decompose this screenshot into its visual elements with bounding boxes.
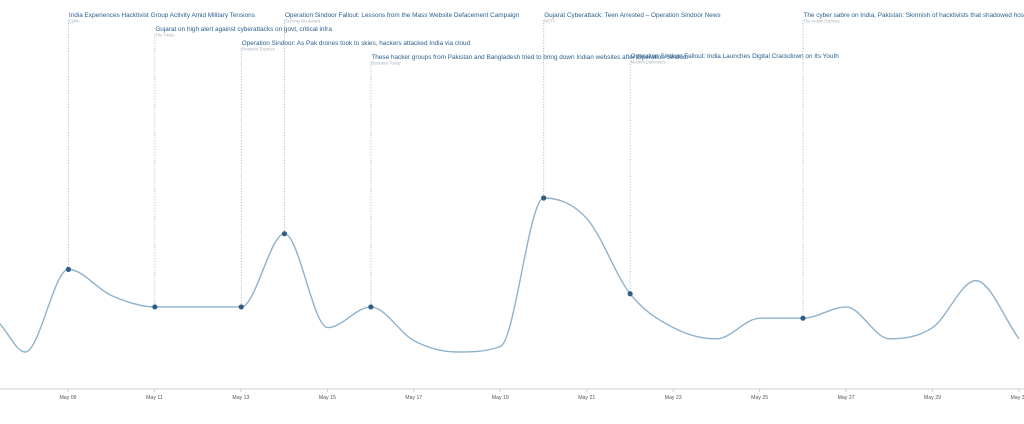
annotation-source: Business Today <box>371 61 401 66</box>
x-tick-label: May 23 <box>665 395 682 401</box>
annotation-title[interactable]: The cyber sabre on India, Pakistan: Skir… <box>803 12 1024 19</box>
x-tick-label: May 27 <box>838 395 855 401</box>
annotation-title[interactable]: These hacker groups from Pakistan and Ba… <box>371 54 689 61</box>
annotation-source: Security Boulevard <box>285 19 321 24</box>
annotation-title[interactable]: Operation Sindoor Fallout: Lessons from … <box>285 12 520 19</box>
data-point-marker[interactable] <box>65 266 72 272</box>
x-tick-label: May 13 <box>232 395 249 401</box>
annotation-source: Modern Diplomacy <box>631 60 667 65</box>
data-point-marker[interactable] <box>368 304 374 310</box>
annotation-source: The Indian Express <box>803 19 839 24</box>
data-markers <box>65 195 806 321</box>
data-point-marker[interactable] <box>627 291 633 297</box>
data-point-marker[interactable] <box>238 304 244 310</box>
data-point-marker[interactable] <box>281 231 288 237</box>
x-tick-label: May 09 <box>59 395 76 401</box>
annotation-source: Cyble <box>69 19 80 24</box>
annotation-source: The Hindu <box>155 33 175 38</box>
x-tick-label: May 21 <box>578 395 595 401</box>
annotation-source: NDTV <box>544 19 556 24</box>
annotation-title[interactable]: Operation Sindoor: As Pak drones took to… <box>242 40 471 47</box>
annotation-title[interactable]: Gujarat Cyberattack: Teen Arrested – Ope… <box>544 12 720 19</box>
data-point-marker[interactable] <box>800 315 806 321</box>
annotation-source: Financial Express <box>242 47 275 52</box>
series-line <box>0 197 1020 353</box>
x-tick-label: May 29 <box>924 395 941 401</box>
x-tick-label: May 31 <box>1010 395 1024 401</box>
x-tick-label: May 11 <box>146 395 163 401</box>
x-tick-label: May 25 <box>751 395 768 401</box>
x-axis-ticks: May 09 May 11 May 13 May 15 May 17 May 19 May … <box>59 389 1024 401</box>
x-tick-label: May 15 <box>319 395 336 401</box>
x-tick-label: May 19 <box>492 395 509 401</box>
annotation-labels: India Experiences Hacktivist Group Activ… <box>69 12 1024 66</box>
annotation-title[interactable]: Operation Sindoor Fallout: India Launche… <box>631 53 840 60</box>
annotation-title[interactable]: Gujarat on high alert against cyberattac… <box>155 26 332 33</box>
data-point-marker[interactable] <box>152 304 158 310</box>
annotation-leader-lines <box>67 20 804 319</box>
annotation-title[interactable]: India Experiences Hacktivist Group Activ… <box>69 12 255 19</box>
data-point-marker[interactable] <box>541 195 547 201</box>
x-tick-label: May 17 <box>405 395 422 401</box>
